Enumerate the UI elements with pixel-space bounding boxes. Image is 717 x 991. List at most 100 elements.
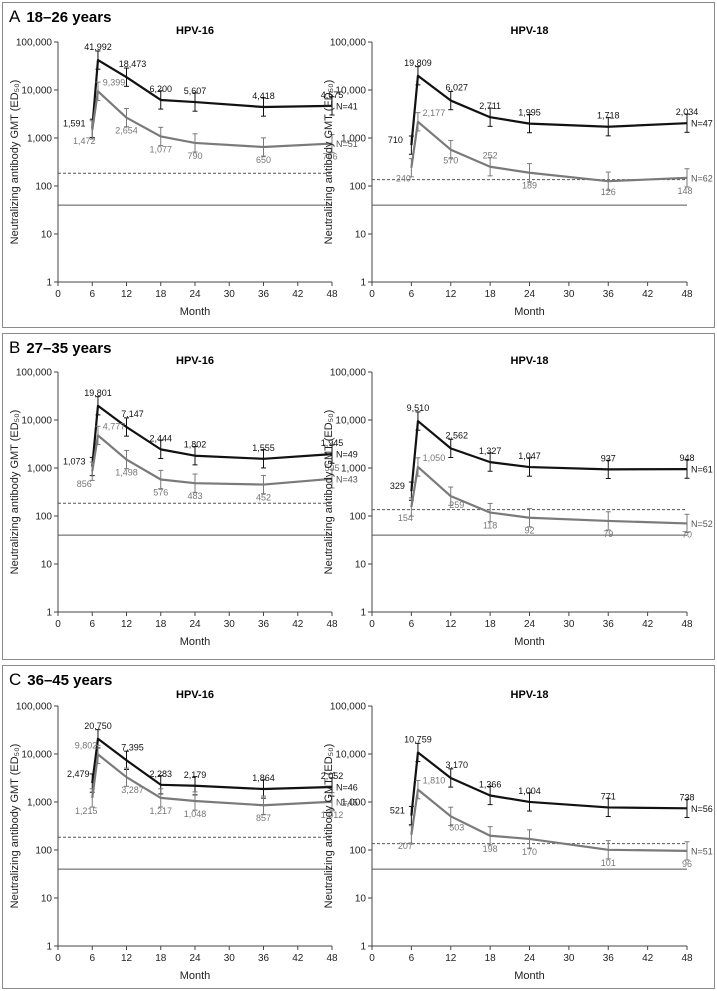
x-tick-label: 24 — [524, 619, 536, 630]
data-label: 70 — [682, 529, 692, 539]
data-label: 1,864 — [252, 773, 275, 783]
chart-title: HPV-18 — [511, 689, 549, 701]
data-label: 576 — [153, 487, 168, 497]
x-tick-label: 36 — [603, 289, 615, 300]
chart-title: HPV-18 — [511, 25, 549, 37]
data-label: 650 — [256, 155, 271, 165]
chart-c-hpv-18: HPV-18 1 10 100 1,000 10,000 100,000 0 6 12 18 24 30… — [323, 689, 713, 982]
y-axis-label: Neutralizing antibody GMT (ED₅₀) — [323, 80, 335, 245]
data-label: 1,327 — [479, 446, 502, 456]
x-tick-label: 42 — [292, 953, 304, 964]
x-tick-label: 24 — [189, 289, 201, 300]
x-tick-label: 12 — [445, 289, 457, 300]
data-label: 4,675 — [321, 90, 344, 100]
y-tick-label: 100 — [35, 846, 52, 857]
data-label: 19,801 — [84, 388, 112, 398]
x-tick-label: 24 — [189, 953, 201, 964]
data-label: 771 — [601, 791, 616, 801]
y-tick-label: 10 — [41, 894, 53, 905]
x-tick-label: 30 — [224, 289, 236, 300]
n-label: N=51 — [336, 139, 358, 149]
series-line-black — [410, 751, 688, 816]
data-label: 5,607 — [184, 86, 207, 96]
data-label: 1,555 — [252, 443, 275, 453]
y-axis-label: Neutralizing antibody GMT (ED₅₀) — [323, 410, 335, 575]
data-label: 2,711 — [479, 101, 501, 111]
y-tick-label: 100 — [349, 512, 366, 523]
x-tick-label: 18 — [155, 619, 167, 630]
chart-title: HPV-16 — [176, 355, 214, 367]
x-tick-label: 0 — [55, 953, 61, 964]
x-tick-label: 30 — [224, 619, 236, 630]
y-tick-label: 1,000 — [27, 798, 52, 809]
n-label: N=62 — [691, 173, 713, 183]
data-label: 259 — [449, 500, 464, 510]
data-label: 92 — [524, 526, 534, 536]
x-axis-label: Month — [180, 636, 211, 648]
x-tick-label: 42 — [642, 953, 654, 964]
data-label: 2,283 — [149, 769, 172, 779]
data-label: 2,479 — [67, 769, 90, 779]
data-label: 483 — [187, 491, 202, 501]
y-tick-label: 1 — [360, 608, 366, 619]
x-axis-label: Month — [514, 636, 545, 648]
data-label: 9,399 — [103, 77, 126, 87]
data-label: 1,012 — [321, 810, 344, 820]
data-label: 20,750 — [84, 721, 112, 731]
data-label: 189 — [522, 181, 537, 191]
panel-b-label: B 27–35 years — [9, 338, 111, 358]
y-tick-label: 100,000 — [16, 38, 53, 49]
data-label: 148 — [677, 186, 692, 196]
data-label: 452 — [256, 493, 271, 503]
n-label: N=46 — [336, 783, 358, 793]
x-tick-label: 18 — [485, 953, 497, 964]
x-axis-label: Month — [180, 306, 211, 318]
data-label: 1,945 — [321, 438, 344, 448]
x-tick-label: 48 — [681, 619, 693, 630]
chart-c-hpv-16: HPV-16 1 10 100 1,000 10,000 100,000 0 6 12 18 24 30… — [9, 689, 358, 982]
x-tick-label: 12 — [121, 619, 133, 630]
panel-c: C 36–45 years — [2, 665, 715, 989]
data-label: 2,654 — [115, 126, 138, 136]
y-tick-label: 10,000 — [335, 750, 366, 761]
n-label: N=43 — [336, 474, 358, 484]
data-label: 198 — [483, 844, 498, 854]
data-label: 503 — [449, 822, 464, 832]
x-tick-label: 0 — [369, 619, 375, 630]
x-tick-label: 36 — [258, 953, 270, 964]
y-tick-label: 1 — [46, 608, 52, 619]
x-tick-label: 36 — [603, 619, 615, 630]
y-axis-label: Neutralizing antibody GMT (ED₅₀) — [9, 410, 21, 575]
y-tick-label: 100,000 — [330, 368, 367, 379]
data-label: 2,444 — [149, 433, 172, 443]
x-tick-label: 36 — [603, 953, 615, 964]
data-label: 4,418 — [252, 91, 275, 101]
y-tick-label: 1,000 — [341, 798, 366, 809]
y-tick-label: 1 — [360, 278, 366, 289]
x-tick-label: 18 — [485, 289, 497, 300]
x-tick-label: 0 — [55, 289, 61, 300]
y-tick-label: 100,000 — [330, 702, 367, 713]
x-tick-label: 24 — [524, 289, 536, 300]
data-label: 937 — [601, 453, 616, 463]
n-label: N=52 — [691, 519, 713, 529]
data-label: 1,047 — [518, 451, 541, 461]
data-label: 252 — [483, 151, 498, 161]
y-tick-label: 1,000 — [341, 134, 366, 145]
x-tick-label: 42 — [292, 619, 304, 630]
data-label: 595 — [324, 463, 339, 473]
y-tick-label: 100 — [35, 512, 52, 523]
panel-letter: C — [9, 670, 22, 689]
data-label: 240 — [396, 174, 411, 184]
data-label: 857 — [256, 813, 271, 823]
series-line-gray — [91, 753, 333, 807]
panel-c-label: C 36–45 years — [9, 670, 112, 690]
data-label: 521 — [390, 806, 405, 816]
n-label: N=49 — [336, 450, 358, 460]
n-label: N=56 — [691, 804, 713, 814]
data-label: 1,472 — [73, 136, 96, 146]
x-axis-label: Month — [514, 306, 545, 318]
data-label: 101 — [601, 858, 616, 868]
series-line-gray — [410, 465, 688, 525]
